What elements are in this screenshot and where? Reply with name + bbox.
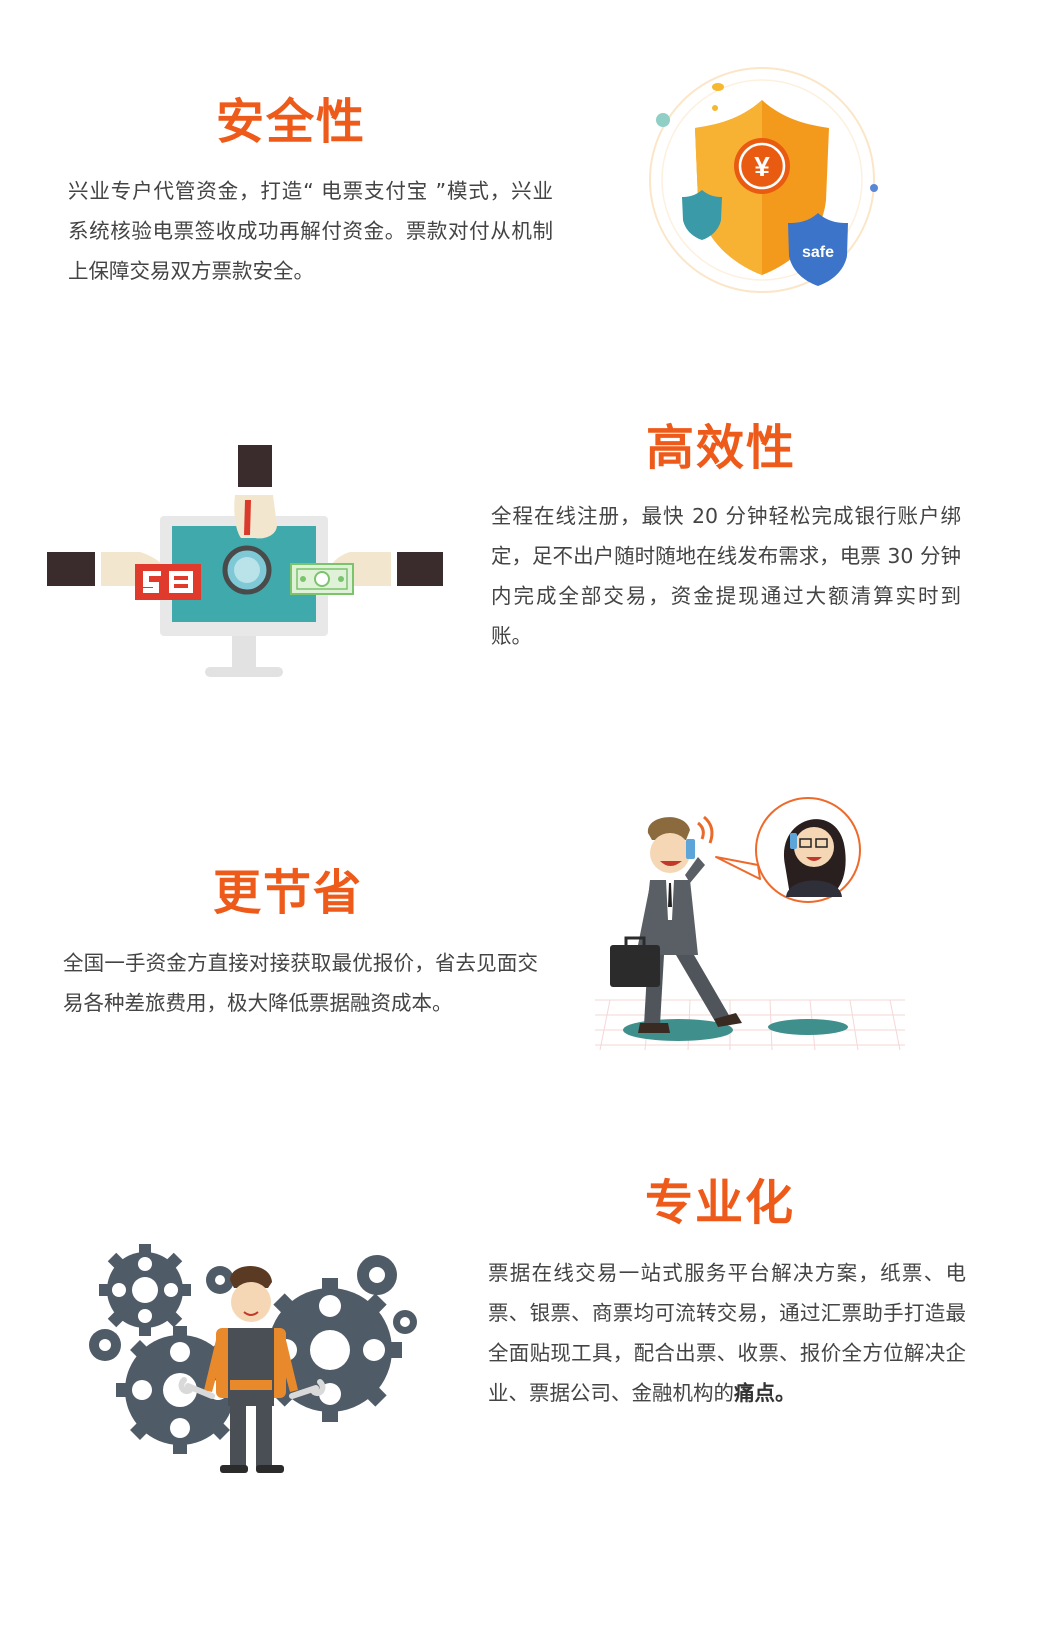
section-title-professional: 专业化 bbox=[645, 1175, 796, 1231]
section-text-security: 兴业专户代管资金，打造“ 电票支付宝 ”模式，兴业系统核验电票签收成功再解付资金… bbox=[68, 179, 553, 283]
businessman-phone-illustration bbox=[595, 797, 905, 1051]
section-title-savings: 更节省 bbox=[213, 865, 364, 921]
security-shield-illustration: ¥ safe bbox=[649, 67, 878, 293]
section-text-professional-main: 票据在线交易一站式服务平台解决方案，纸票、电票、银票、商票均可流转交易，通过汇票… bbox=[488, 1261, 966, 1405]
section-title-security: 安全性 bbox=[216, 94, 367, 150]
safe-badge-text: safe bbox=[802, 244, 834, 261]
section-text-professional: 票据在线交易一站式服务平台解决方案，纸票、电票、银票、商票均可流转交易，通过汇票… bbox=[488, 1253, 966, 1413]
section-text-professional-bold: 痛点。 bbox=[734, 1381, 796, 1405]
monitor-transaction-illustration bbox=[47, 445, 443, 677]
section-text-efficiency: 全程在线注册，最快 20 分钟轻松完成银行账户绑定，足不出户随时随地在线发布需求… bbox=[491, 504, 961, 648]
section-text-savings: 全国一手资金方直接对接获取最优报价，省去见面交易各种差旅费用，极大降低票据融资成… bbox=[63, 951, 538, 1015]
yen-symbol: ¥ bbox=[754, 151, 770, 182]
worker-gears-illustration bbox=[89, 1244, 417, 1473]
section-title-efficiency: 高效性 bbox=[646, 420, 797, 476]
